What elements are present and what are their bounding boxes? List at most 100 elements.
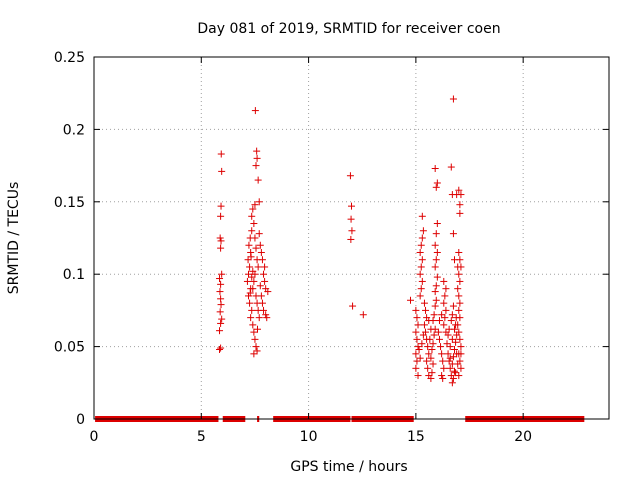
data-point <box>416 270 424 278</box>
data-point <box>412 364 420 372</box>
data-point <box>435 317 443 325</box>
data-point <box>420 299 428 307</box>
data-point <box>423 357 431 365</box>
data-point <box>255 198 263 206</box>
data-point <box>417 263 425 271</box>
data-point <box>260 306 268 314</box>
data-point <box>246 263 254 271</box>
data-point <box>418 234 426 242</box>
data-point <box>262 311 270 319</box>
data-point <box>433 248 441 256</box>
data-point <box>429 340 437 348</box>
data-point <box>452 338 460 346</box>
data-point <box>449 230 457 238</box>
data-points <box>216 95 465 387</box>
data-point <box>432 183 440 191</box>
data-point <box>439 357 447 365</box>
data-point <box>455 372 463 380</box>
data-point <box>440 321 448 329</box>
data-point <box>217 212 225 220</box>
data-point <box>437 343 445 351</box>
data-point <box>445 357 453 365</box>
data-point <box>217 319 225 327</box>
data-point <box>413 314 421 322</box>
data-point <box>443 340 451 348</box>
data-point <box>454 360 462 368</box>
data-point <box>455 306 463 314</box>
x-tick-label: 5 <box>197 429 206 445</box>
data-point <box>427 354 435 362</box>
data-point <box>427 374 435 382</box>
data-point <box>422 306 430 314</box>
data-point <box>243 277 251 285</box>
data-point <box>427 325 435 333</box>
data-point <box>431 302 439 310</box>
data-point <box>347 215 355 223</box>
data-point <box>250 277 258 285</box>
data-point <box>244 256 252 264</box>
data-point <box>246 299 254 307</box>
data-point <box>252 162 260 170</box>
data-point <box>251 234 259 242</box>
data-point <box>217 202 225 210</box>
data-point <box>430 311 438 319</box>
data-point <box>449 95 457 103</box>
data-point <box>440 299 448 307</box>
data-point <box>418 212 426 220</box>
data-point <box>425 350 433 358</box>
data-point <box>348 227 356 235</box>
data-point <box>452 369 460 377</box>
data-point <box>449 374 457 382</box>
data-point <box>254 325 262 333</box>
data-point <box>446 354 454 362</box>
y-axis-label: SRMTID / TECUs <box>6 182 22 295</box>
data-point <box>448 311 456 319</box>
data-point <box>431 263 439 271</box>
data-point <box>439 374 447 382</box>
data-point <box>441 292 449 300</box>
data-point <box>264 288 272 296</box>
data-point <box>456 335 464 343</box>
chart-title: Day 081 of 2019, SRMTID for receiver coe… <box>197 21 500 37</box>
data-point <box>249 267 257 275</box>
data-point <box>452 314 460 322</box>
y-tick-label: 0 <box>76 412 85 428</box>
data-point <box>216 234 224 242</box>
data-point <box>253 154 261 162</box>
data-point <box>435 335 443 343</box>
data-point <box>419 331 427 339</box>
data-point <box>455 248 463 256</box>
data-point <box>263 314 271 322</box>
data-point <box>245 292 252 300</box>
data-point <box>446 364 454 372</box>
data-point <box>252 244 260 252</box>
data-point <box>413 357 421 365</box>
data-point <box>428 369 436 377</box>
data-point <box>251 201 259 209</box>
data-point <box>426 335 434 343</box>
data-point <box>432 296 440 304</box>
data-point <box>429 360 437 368</box>
data-point <box>455 292 463 300</box>
data-point <box>457 364 465 372</box>
data-point <box>452 321 460 329</box>
data-point <box>433 179 441 187</box>
data-point <box>347 235 355 243</box>
data-point <box>348 202 355 210</box>
data-point <box>216 327 224 335</box>
data-point <box>413 335 421 343</box>
data-point <box>412 306 420 314</box>
data-point <box>457 191 465 199</box>
data-point <box>257 292 265 300</box>
data-point <box>216 288 224 296</box>
data-point <box>418 256 426 264</box>
data-point <box>457 263 465 271</box>
data-point <box>438 311 446 319</box>
data-point <box>455 328 463 336</box>
data-point <box>430 331 438 339</box>
data-point <box>260 270 268 278</box>
data-point <box>247 314 255 322</box>
data-point <box>433 273 441 281</box>
data-point <box>447 163 455 171</box>
